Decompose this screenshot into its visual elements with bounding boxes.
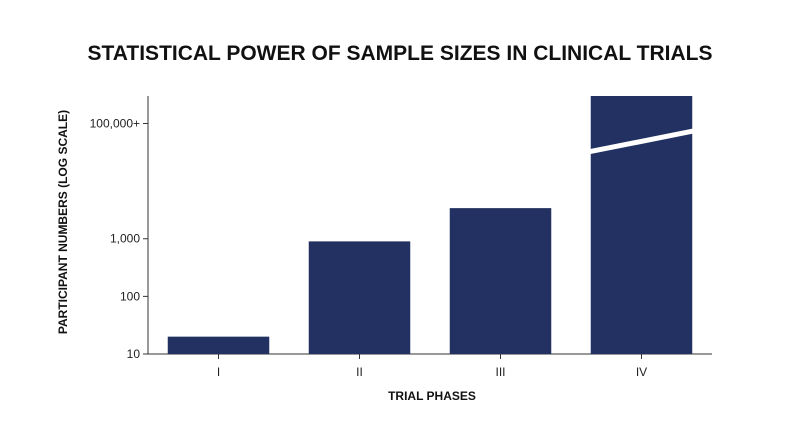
- x-axis-label: TRIAL PHASES: [388, 389, 476, 403]
- bar-III: [449, 208, 552, 354]
- bar-I: [167, 336, 270, 354]
- x-tick-label: III: [495, 365, 505, 379]
- bar-II: [308, 241, 411, 354]
- axis-break-mark: [588, 128, 695, 155]
- y-tick-label: 100,000+: [90, 116, 140, 130]
- y-axis-label: PARTICIPANT NUMBERS (LOG SCALE): [56, 110, 70, 334]
- x-tick-label: IV: [636, 365, 647, 379]
- x-tick-label: I: [217, 365, 220, 379]
- x-tick-label: II: [356, 365, 363, 379]
- y-tick-label: 100: [120, 289, 140, 303]
- chart-title: STATISTICAL POWER OF SAMPLE SIZES IN CLI…: [88, 42, 713, 65]
- y-tick-label: 10: [127, 347, 141, 361]
- y-tick-label: 1,000: [110, 232, 140, 246]
